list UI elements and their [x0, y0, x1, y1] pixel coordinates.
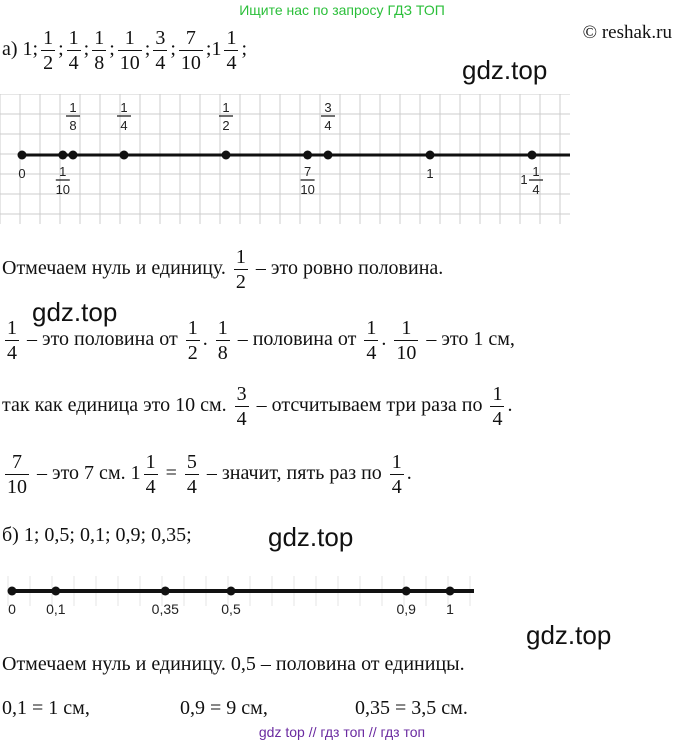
grid-a: [0, 94, 570, 224]
tick-label: 0,35: [152, 601, 179, 617]
tick-label-numerator: 1: [120, 100, 127, 115]
text: 1: [130, 462, 141, 485]
text: =: [165, 462, 177, 485]
text: – это 7 см.: [37, 462, 126, 485]
text: Отмечаем нуль и единицу.: [2, 257, 226, 280]
tick-label: 0,5: [221, 601, 241, 617]
tick-label: 0: [8, 601, 16, 617]
fraction: 1 10: [394, 317, 419, 364]
tick-label-denominator: 4: [120, 118, 127, 133]
part-a-fractions: 1; 1 2; 1 4; 1 8; 1 10; 3 4; 7 10 ;1 1 4;: [22, 27, 248, 74]
tick-label-denominator: 2: [222, 118, 229, 133]
tick-label-denominator: 4: [324, 118, 331, 133]
tick-point: [58, 150, 68, 160]
watermark-gdz-top: gdz.top: [526, 620, 612, 650]
tick-label: 1: [426, 166, 433, 181]
tick-point: [303, 150, 313, 160]
tick-point: [401, 586, 411, 596]
tick-label-denominator: 10: [300, 182, 314, 197]
text-b-eq1: 0,1 = 1 см,: [2, 697, 90, 719]
tick-point: [445, 586, 455, 596]
tick-point: [160, 586, 170, 596]
tick-label: 1: [446, 601, 454, 617]
text: – это 1 см,: [426, 328, 515, 351]
tick-label-numerator: 7: [304, 164, 311, 179]
tick-point: [7, 586, 17, 596]
tick-label-denominator: 4: [532, 182, 539, 197]
tick-label-whole: 1: [520, 172, 527, 187]
text-b-line1: Отмечаем нуль и единицу. 0,5 – половина …: [2, 653, 465, 675]
part-b-values: 1; 0,5; 0,1; 0,9; 0,35;: [23, 524, 192, 546]
fraction: 1 10: [117, 27, 142, 74]
tick-label-numerator: 1: [59, 164, 66, 179]
copyright: © reshak.ru: [582, 22, 672, 43]
tick-label-denominator: 8: [69, 118, 76, 133]
tick-point: [68, 150, 78, 160]
tick-label-numerator: 1: [532, 164, 539, 179]
tick-point: [221, 150, 231, 160]
tick-point: [323, 150, 333, 160]
tick-point: [51, 586, 61, 596]
text: – значит, пять раз по: [206, 462, 382, 485]
fraction: 7 10: [178, 27, 203, 74]
tick-point: [119, 150, 129, 160]
ticks-b: 0 0,1 0,35 0,5 0,9 1: [7, 586, 455, 617]
part-a-label: а): [2, 38, 18, 61]
watermark-gdz-top: gdz.top: [32, 297, 118, 327]
tick-point: [527, 150, 537, 160]
tick-point: [17, 150, 27, 160]
tick-label: 0,9: [396, 601, 416, 617]
text: – отсчитываем три раза по: [256, 394, 483, 417]
part-b-label: б): [2, 524, 19, 546]
watermark-gdz-top: gdz.top: [268, 522, 354, 552]
part-a-sequence: а) 1; 1 2; 1 4; 1 8; 1 10; 3 4; 7 10 ;1 1 4;: [2, 28, 247, 73]
fraction: 7 10: [5, 451, 29, 498]
part-b-sequence: б) 1; 0,5; 0,1; 0,9; 0,35;: [2, 524, 192, 547]
tick-label: 0,1: [46, 601, 66, 617]
top-banner[interactable]: Ищите нас по запросу ГДЗ ТОП: [239, 2, 445, 18]
text: так как единица это 10 см.: [2, 394, 227, 417]
text: – это ровно половина.: [255, 257, 444, 280]
text: – половина от: [237, 328, 357, 351]
tick-label-numerator: 1: [222, 100, 229, 115]
tick-point: [425, 150, 435, 160]
tick-label-numerator: 3: [324, 100, 331, 115]
tick-label: 0: [18, 166, 25, 181]
watermark-gdz-top: gdz.top: [462, 55, 548, 85]
number-line-b: 0 0,1 0,35 0,5 0,9 1: [7, 576, 474, 617]
text-b-eq2: 0,9 = 9 см,: [180, 697, 268, 719]
tick-label-denominator: 10: [56, 182, 70, 197]
tick-point: [226, 586, 236, 596]
bottom-banner[interactable]: gdz top // гдз топ // гдз топ: [258, 724, 426, 740]
tick-label-numerator: 1: [69, 100, 76, 115]
text-b-eq3: 0,35 = 3,5 см.: [355, 697, 468, 719]
text: – это половина от: [27, 328, 178, 351]
